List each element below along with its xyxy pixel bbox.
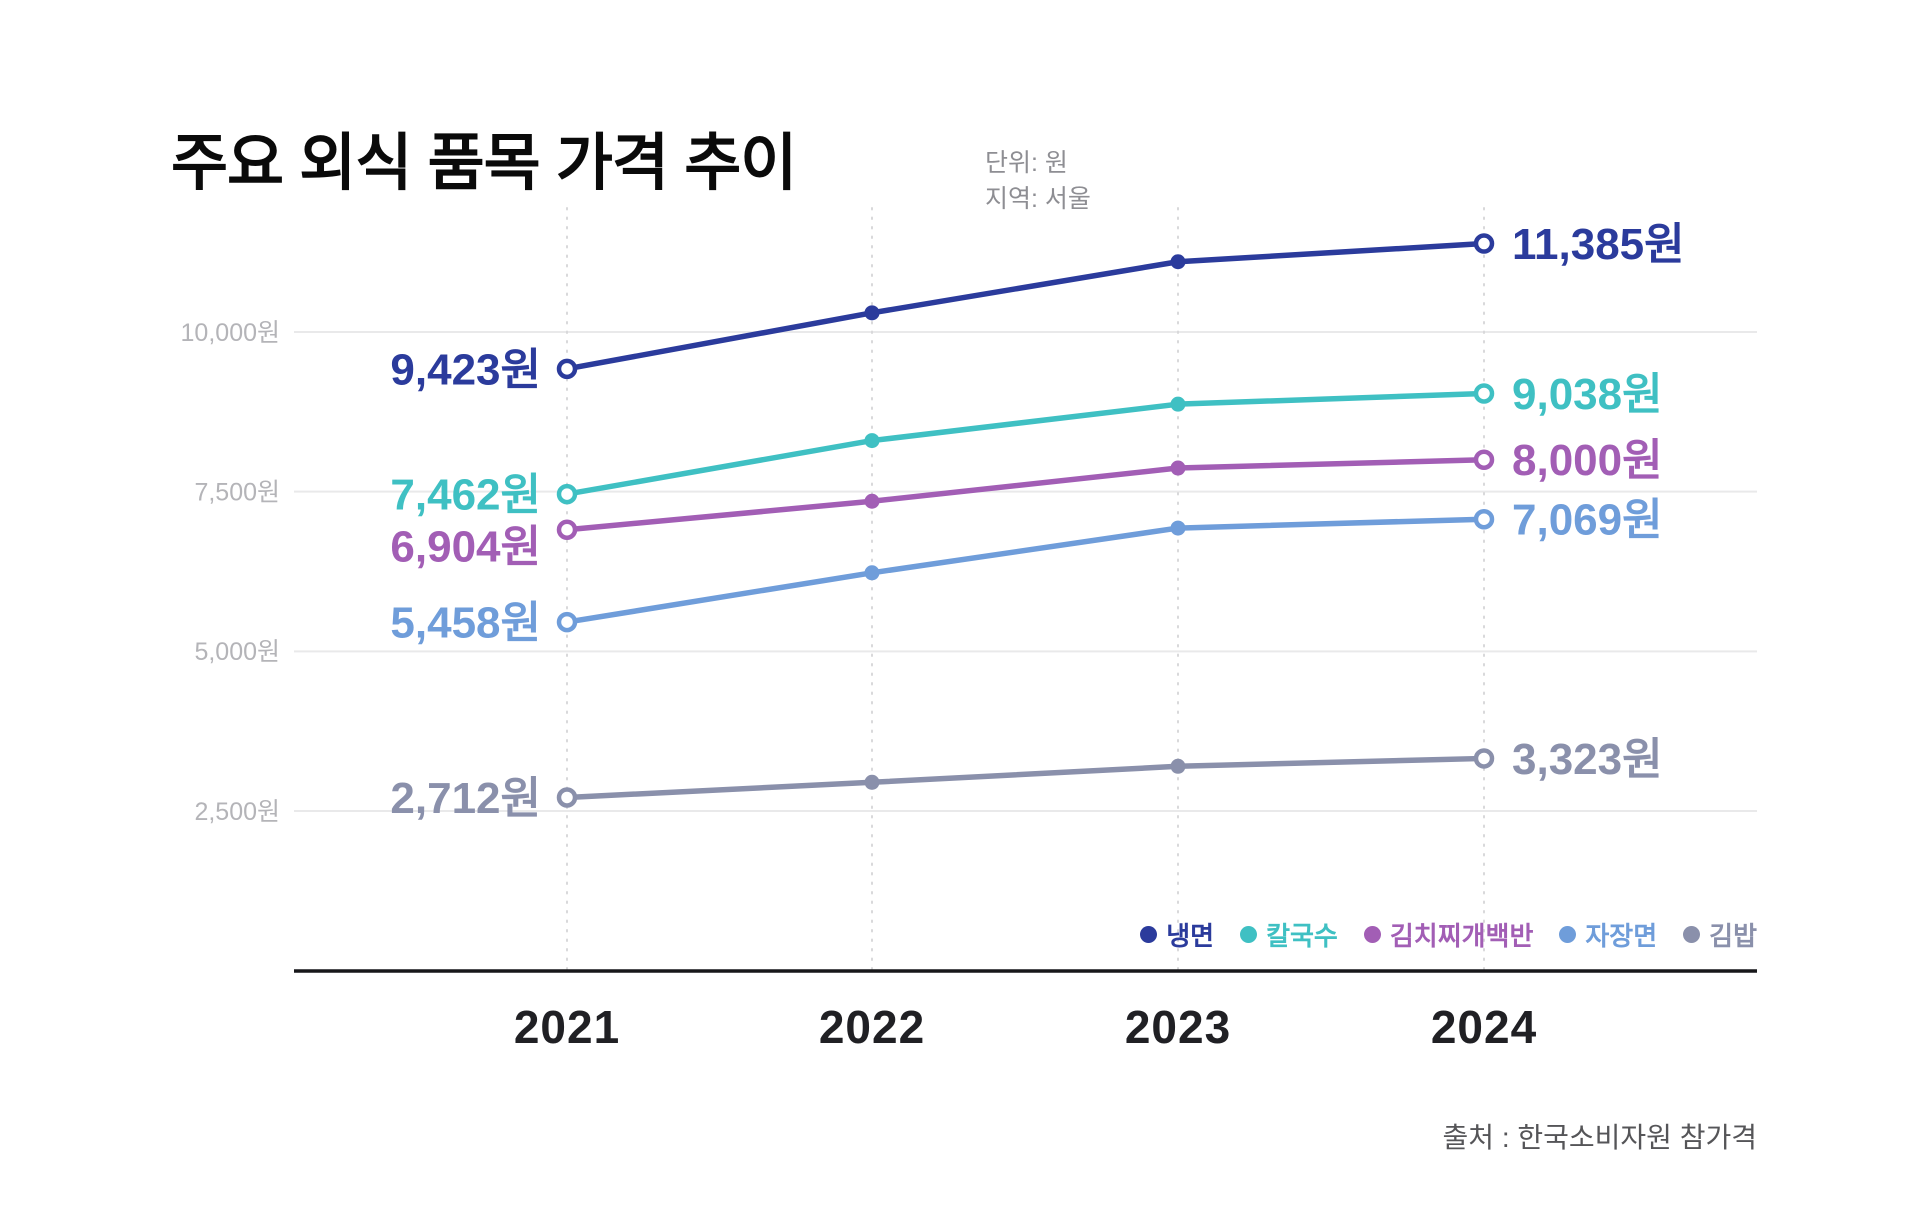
unit-label: 단위: 원 [985,149,1068,177]
legend-dot [1559,926,1577,943]
data-point-자장면-2024 [1473,508,1495,530]
series-line-냉면 [564,240,1487,372]
data-point-김치찌개백반-2021 [556,519,578,540]
end-value-label-냉면: 11,385원 [1512,220,1685,269]
legend-dot [1363,926,1381,943]
legend-dot [1140,926,1158,943]
legend-item-냉면: 냉면 [1140,916,1214,953]
legend-label: 냉면 [1166,921,1215,951]
legend-item-김밥: 김밥 [1683,916,1757,953]
data-point-칼국수-2024 [1473,383,1495,404]
data-point-냉면-2021 [556,358,578,380]
start-value-label-자장면: 5,458원 [390,598,541,647]
data-point-자장면-2021 [556,611,578,633]
y-tick-label: 10,000원 [181,319,280,347]
data-point-김밥-2021 [556,787,578,808]
legend: 냉면 칼국수 김치찌개백반 자장면 김밥 [1140,916,1757,953]
y-tick-label: 7,500원 [194,478,280,506]
end-value-label-자장면: 7,069원 [1512,496,1663,545]
data-point-냉면-2024 [1473,233,1495,254]
x-axis-label-2021: 2021 [514,1001,620,1053]
series-line-칼국수 [564,390,1487,497]
data-point-자장면-2022 [864,565,880,581]
data-point-김밥-2022 [864,774,880,790]
data-point-칼국수-2023 [1170,396,1186,412]
legend-label: 칼국수 [1266,921,1338,951]
x-axis-label-2023: 2023 [1125,1001,1231,1053]
legend-item-자장면: 자장면 [1559,916,1657,953]
data-point-김치찌개백반-2024 [1473,449,1495,470]
start-value-label-칼국수: 7,462원 [390,470,541,519]
data-point-김밥-2023 [1170,758,1186,774]
start-value-label-냉면: 9,423원 [390,345,541,394]
legend-item-김치찌개백반: 김치찌개백반 [1363,916,1534,953]
x-axis-label-2022: 2022 [819,1001,925,1053]
legend-dot [1240,926,1258,943]
legend-item-칼국수: 칼국수 [1240,916,1338,953]
legend-label: 자장면 [1585,921,1658,951]
y-tick-label: 2,500원 [194,798,280,826]
data-point-냉면-2023 [1170,254,1186,270]
end-value-label-김밥: 3,323원 [1512,735,1663,784]
chart-subtitle: 단위: 원 지역: 서울 [985,146,1091,217]
data-point-칼국수-2022 [864,433,880,449]
data-point-칼국수-2021 [556,483,578,505]
y-tick-label: 5,000원 [194,638,280,666]
legend-label: 김치찌개백반 [1389,921,1534,951]
source-text: 출처 : 한국소비자원 참가격 [1442,1122,1757,1153]
legend-label: 김밥 [1709,921,1757,951]
data-point-김치찌개백반-2022 [864,493,880,509]
end-value-label-칼국수: 9,038원 [1512,370,1663,419]
start-value-label-김치찌개백반: 6,904원 [390,522,541,571]
series-line-자장면 [564,516,1487,625]
end-value-label-김치찌개백반: 8,000원 [1512,436,1663,485]
x-axis-label-2024: 2024 [1431,1001,1537,1053]
legend-dot [1683,926,1701,943]
data-point-냉면-2022 [864,305,880,321]
data-point-김밥-2024 [1473,748,1495,769]
series-line-김치찌개백반 [564,456,1487,533]
chart-title: 주요 외식 품목 가격 추이 [171,129,797,198]
series-line-김밥 [564,755,1487,801]
data-point-자장면-2023 [1170,520,1186,536]
region-label: 지역: 서울 [985,184,1091,213]
data-point-김치찌개백반-2023 [1170,460,1186,476]
start-value-label-김밥: 2,712원 [390,774,541,823]
